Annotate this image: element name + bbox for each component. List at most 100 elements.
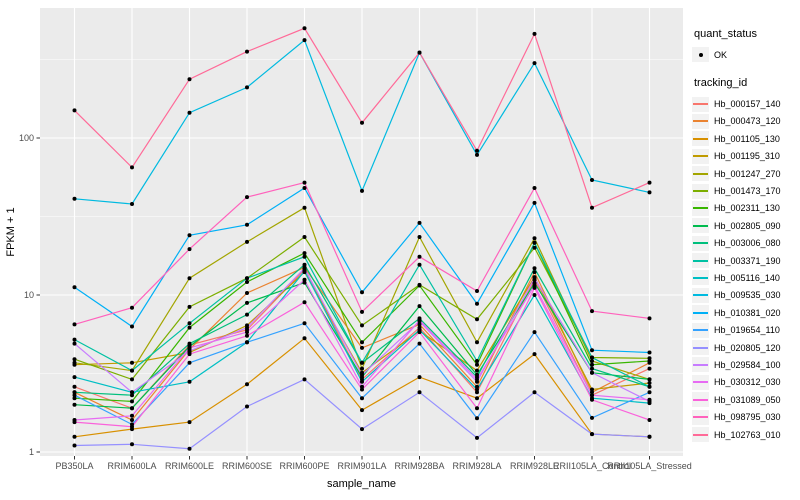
data-point (245, 291, 249, 295)
data-point (245, 276, 249, 281)
data-point (72, 196, 77, 201)
data-point (72, 434, 77, 439)
data-point (475, 359, 479, 363)
data-point (302, 251, 307, 256)
y-tick-label: 100 (19, 133, 34, 143)
series-color-key-icon (692, 305, 709, 321)
data-point (532, 352, 537, 357)
data-point (130, 399, 134, 404)
data-point (647, 384, 652, 389)
data-point (245, 239, 249, 244)
legend-item: Hb_010381_020 (692, 304, 798, 321)
data-point (72, 337, 77, 342)
x-tick-label: RRIM901LA (337, 461, 386, 471)
series-color-key-icon (692, 270, 709, 286)
data-point (130, 442, 134, 447)
data-point (532, 293, 537, 297)
data-point (130, 377, 134, 382)
data-point (187, 446, 192, 451)
data-point (590, 393, 594, 398)
data-point (130, 393, 134, 398)
data-point (475, 387, 479, 392)
legend-item: Hb_003371_190 (692, 252, 798, 269)
data-point (647, 390, 652, 395)
data-point (72, 322, 77, 327)
x-tick-label: PB350LA (55, 461, 93, 471)
data-point (590, 370, 594, 375)
data-point (187, 304, 192, 309)
data-point (647, 434, 652, 439)
data-point (302, 26, 307, 31)
data-point (302, 277, 307, 282)
data-point (590, 415, 594, 420)
series-color-key-icon (692, 235, 709, 251)
series-color-key-icon (692, 183, 709, 199)
legend-item-ok: OK (692, 46, 798, 63)
data-point (475, 416, 479, 421)
data-point (302, 377, 307, 382)
data-point (72, 341, 77, 346)
series-color-key-icon (692, 131, 709, 147)
data-point (130, 324, 134, 329)
legend-item-label: Hb_001105_130 (714, 133, 780, 144)
data-point (475, 435, 479, 440)
x-tick-label: RRIM600LE (165, 461, 214, 471)
data-point (360, 323, 364, 328)
data-point (245, 340, 249, 345)
data-point (590, 348, 594, 353)
legend-item-label: Hb_030312_030 (714, 377, 781, 388)
legend-item-label: Hb_003371_190 (714, 255, 781, 266)
data-point (72, 393, 77, 398)
legend-quant-status: quant_status OK (692, 28, 798, 63)
data-point (590, 387, 594, 392)
y-axis-title: FPKM + 1 (5, 207, 17, 256)
data-point (360, 366, 364, 371)
x-tick-label: RRII105LA_Stressed (607, 461, 692, 471)
data-point (302, 300, 307, 305)
series-color-key-icon (692, 374, 709, 390)
data-point (475, 377, 479, 382)
data-point (302, 254, 307, 259)
legend-item: Hb_001473_170 (692, 182, 798, 199)
data-point (590, 362, 594, 367)
legend-item-label: Hb_000157_140 (714, 99, 781, 110)
data-point (475, 340, 479, 345)
legend-item-label: Hb_001195_310 (714, 151, 780, 162)
data-point (360, 427, 364, 432)
legend-item-label: Hb_000473_120 (714, 116, 781, 127)
legend-item-label: Hb_098795_030 (714, 412, 781, 423)
x-tick-label: RRIM928BA (394, 461, 444, 471)
data-point (187, 110, 192, 115)
data-point (245, 300, 249, 305)
data-point (187, 360, 192, 365)
data-point (245, 222, 249, 227)
legend-item: Hb_019654_110 (692, 321, 798, 338)
series-color-key-icon (692, 96, 709, 112)
legend-item-label: Hb_001247_270 (714, 168, 781, 179)
data-point (647, 366, 652, 371)
data-point (647, 377, 652, 382)
data-point (475, 289, 479, 293)
data-point (360, 345, 364, 350)
data-point (187, 77, 192, 82)
data-point (130, 406, 134, 411)
data-point (475, 390, 479, 395)
data-point (187, 349, 192, 353)
x-tick-label: RRIM600SE (222, 461, 272, 471)
series-color-key-icon (692, 218, 709, 234)
data-point (417, 262, 422, 267)
data-point (417, 330, 422, 335)
data-point (187, 352, 192, 357)
legend-item: Hb_000157_140 (692, 95, 798, 112)
legend-item: Hb_001247_270 (692, 165, 798, 182)
legend-item: Hb_000473_120 (692, 113, 798, 130)
data-point (590, 390, 594, 395)
x-tick-label: RRII105LA_Control (553, 461, 631, 471)
data-point (647, 350, 652, 355)
data-point (72, 360, 77, 365)
data-point (532, 390, 537, 395)
data-point (590, 309, 594, 314)
data-point (417, 50, 422, 55)
